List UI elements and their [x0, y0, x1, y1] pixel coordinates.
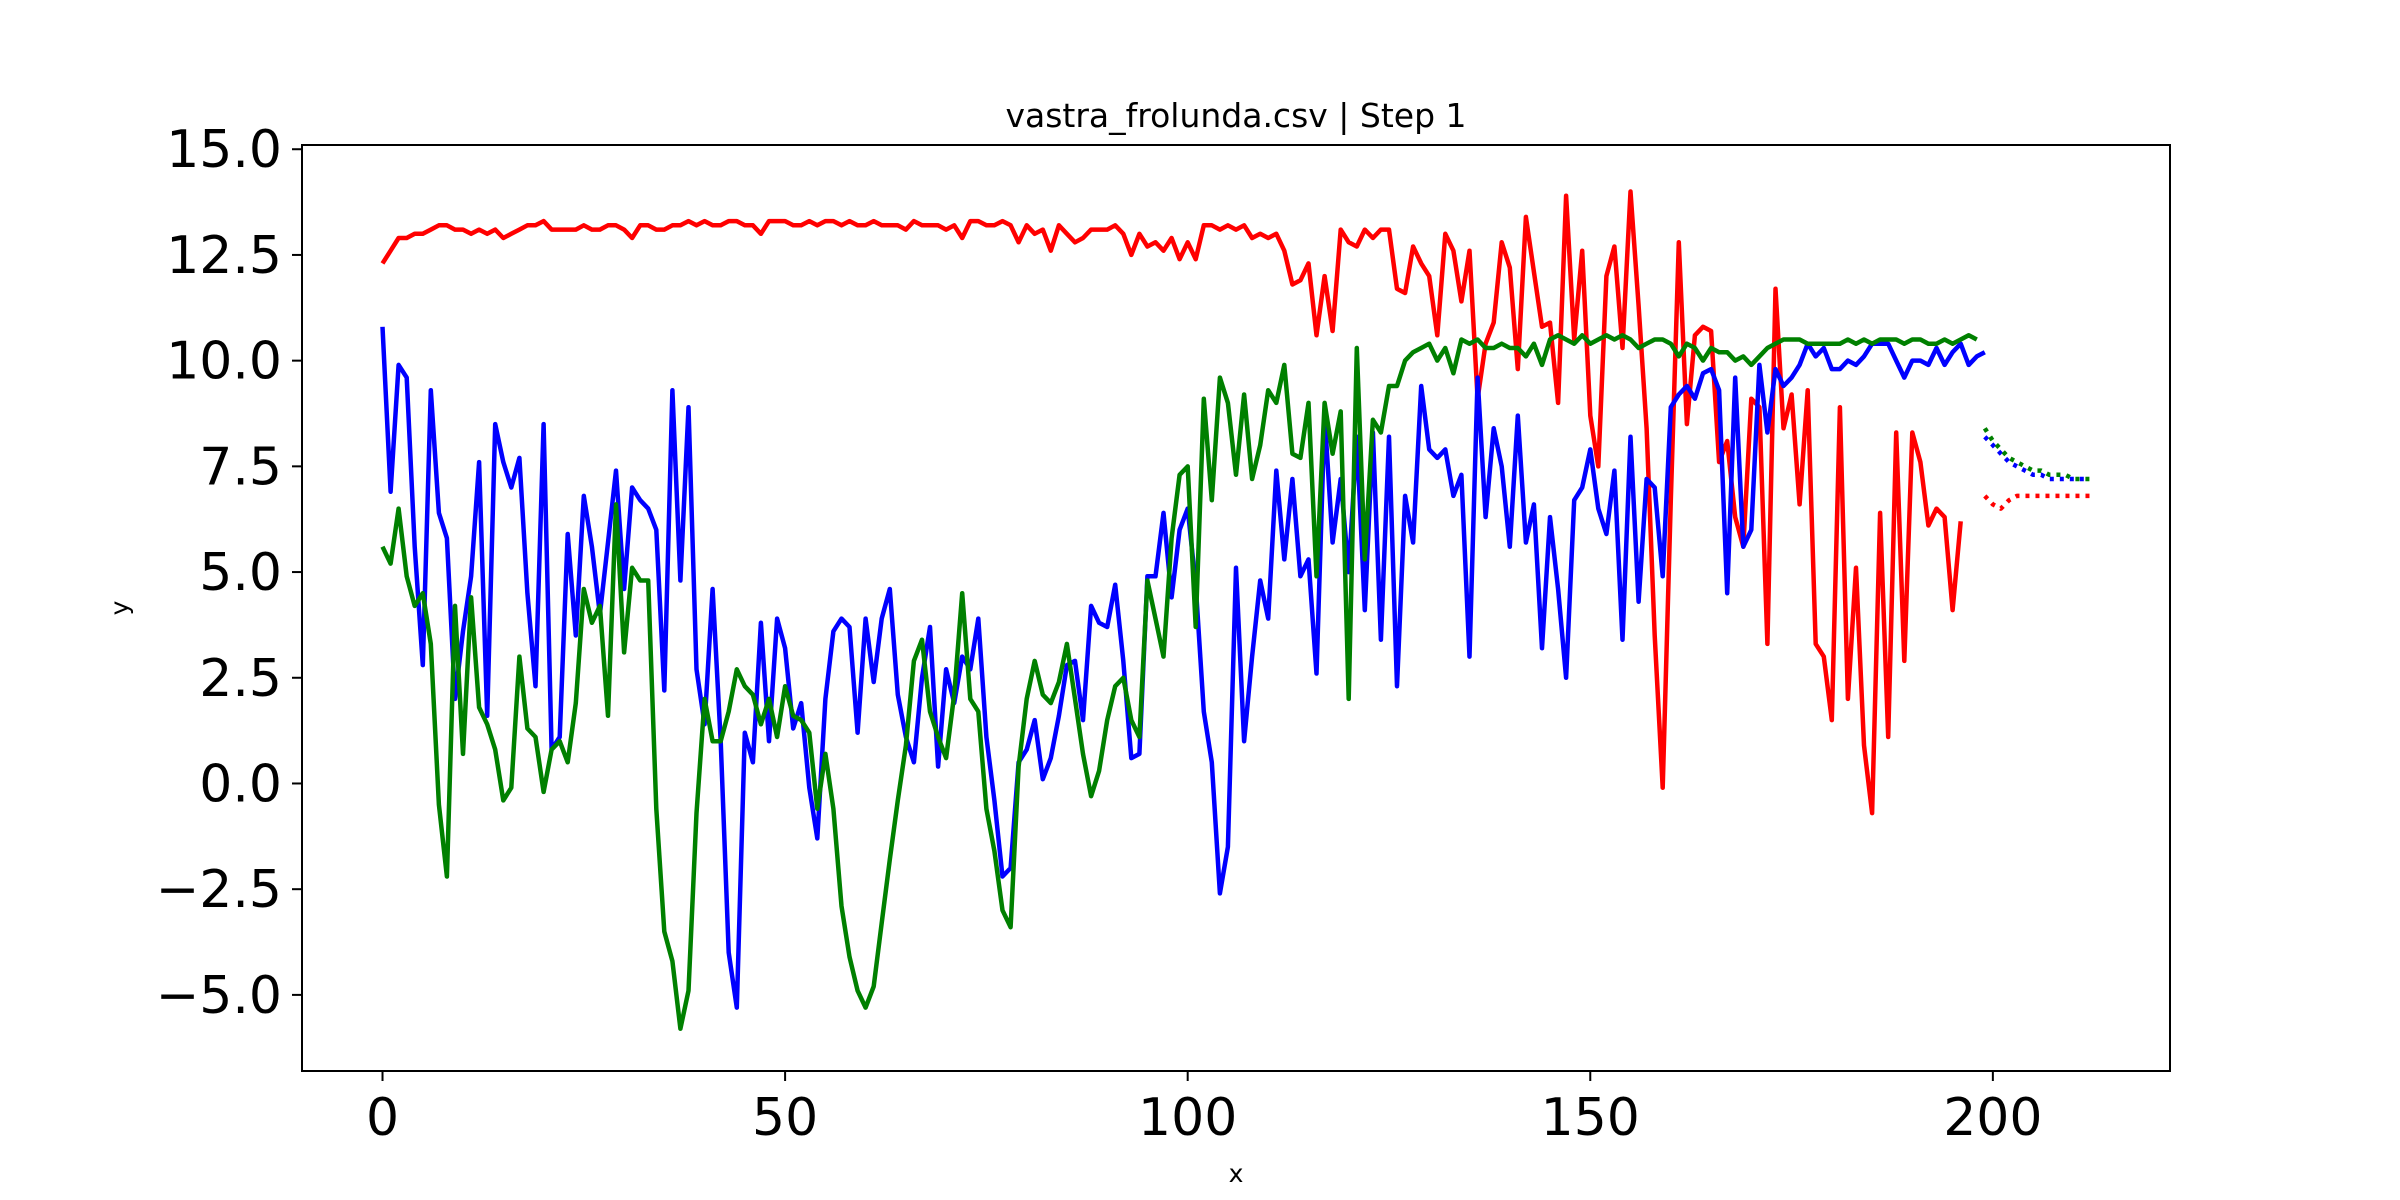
y-axis-ticks: 15.0 12.5 10.0 7.5 5.0 2.5 0.0 −2.5 −5.0 [156, 120, 302, 1026]
x-tick-label: 50 [752, 1088, 818, 1148]
y-tick-label: 7.5 [199, 437, 282, 497]
y-tick-label: 15.0 [166, 120, 282, 180]
y-tick-label: −2.5 [156, 860, 282, 920]
chart-title: vastra_frolunda.csv | Step 1 [1005, 96, 1466, 135]
y-axis-label: y [105, 600, 134, 615]
x-tick-label: 150 [1541, 1088, 1640, 1148]
y-tick-label: 12.5 [166, 226, 282, 286]
x-tick-label: 100 [1138, 1088, 1237, 1148]
red-forecast-line [1983, 493, 2090, 511]
blue-forecast-line [1983, 435, 2090, 482]
x-tick-label: 0 [366, 1088, 399, 1148]
plot-frame [301, 144, 2171, 1072]
plot-area [380, 189, 2090, 1031]
x-axis-ticks: 0 50 100 150 200 [366, 1071, 2042, 1148]
y-tick-label: −5.0 [156, 966, 282, 1026]
x-tick-label: 200 [1943, 1088, 2042, 1148]
y-tick-label: 2.5 [199, 649, 282, 709]
red-series-line [380, 189, 1963, 816]
y-tick-label: 0.0 [199, 754, 282, 814]
blue-series-line [380, 326, 1986, 1010]
y-tick-label: 10.0 [166, 332, 282, 392]
y-tick-label: 5.0 [199, 543, 282, 603]
green-series-line [380, 333, 1978, 1031]
x-axis-label: x [1229, 1159, 1244, 1188]
